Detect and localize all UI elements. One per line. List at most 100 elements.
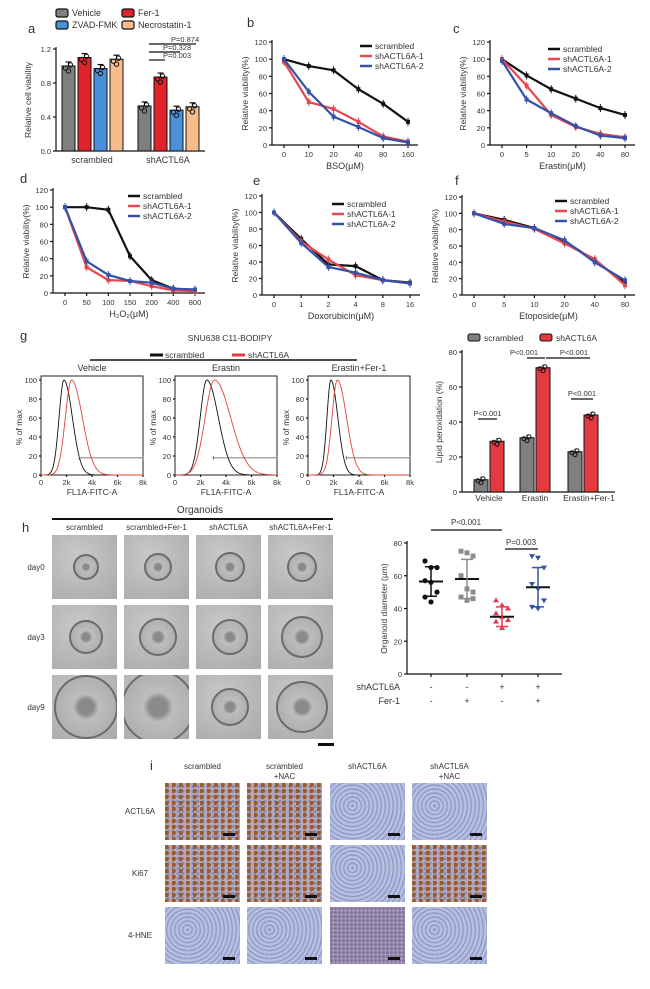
row-label: Fer-1 <box>378 696 400 706</box>
legend-swatch <box>55 8 69 18</box>
organoid-row-label: day0 <box>27 563 45 572</box>
organoid-image <box>268 675 333 739</box>
series-line <box>473 212 626 282</box>
data-point <box>189 109 196 115</box>
series-line <box>473 212 626 287</box>
bar <box>519 437 535 493</box>
data-point <box>113 61 120 67</box>
legend-label: Vehicle <box>72 8 101 18</box>
series-line <box>283 58 409 144</box>
y-tick-label: 80 <box>249 225 257 234</box>
y-tick-label: 60 <box>296 414 304 423</box>
y-tick-label: 80 <box>296 395 304 404</box>
y-axis-label: % of max <box>14 409 24 445</box>
organoids-bracket <box>52 518 333 520</box>
y-axis-label: % of max <box>148 409 158 445</box>
legend-label: scrambled <box>143 191 182 201</box>
data-point <box>529 554 535 560</box>
legend-label: scrambled <box>563 44 602 54</box>
x-tick-label: 100 <box>102 298 115 307</box>
condition-label: Erastin <box>212 363 240 373</box>
legend-label: shACTL6A-1 <box>347 209 396 219</box>
y-axis-label: Relative viability(%) <box>240 56 250 130</box>
p-value-label: P=0.003 <box>506 538 537 547</box>
x-tick-label: 40 <box>591 300 599 309</box>
y-tick-label: 20 <box>29 452 37 461</box>
data-point <box>428 599 434 605</box>
x-axis-label: FL1A-FITC-A <box>334 487 385 497</box>
x-tick-label: 20 <box>572 150 580 159</box>
histogram-title: SNU638 C11-BODIPY <box>188 333 273 343</box>
x-axis-label: Doxorubicin(μM) <box>308 311 374 321</box>
x-tick-label: 4k <box>88 478 96 487</box>
data-point <box>524 438 530 444</box>
legend-label: scrambled <box>165 350 204 360</box>
organoid-image <box>124 675 189 739</box>
data-point <box>464 550 470 556</box>
x-tick-label: 80 <box>621 300 629 309</box>
y-tick-label: 40 <box>29 433 37 442</box>
condition-label: Vehicle <box>77 363 106 373</box>
y-tick-label: 20 <box>259 124 267 133</box>
y-tick-label: 20 <box>40 272 48 281</box>
organoid-shape <box>281 616 323 658</box>
legend-label: shACTL6A-2 <box>570 216 619 226</box>
y-tick-label: 40 <box>477 107 485 116</box>
y-tick-label: 40 <box>249 258 257 267</box>
scale-bar <box>388 895 400 898</box>
panel-label-g: g <box>20 328 27 343</box>
x-tick-label: 200 <box>145 298 158 307</box>
panel-label-f: f <box>455 173 459 188</box>
x-tick-label: 10 <box>305 150 313 159</box>
y-tick-label: 40 <box>449 418 457 427</box>
x-tick-label: 5 <box>502 300 506 309</box>
treatment-sign: - <box>430 682 433 692</box>
histogram-curve-shACTL6A <box>174 379 278 476</box>
data-point <box>143 102 150 108</box>
data-point <box>191 103 198 109</box>
ihc-image <box>412 845 487 902</box>
data-point <box>458 548 464 554</box>
y-tick-label: 40 <box>449 258 457 267</box>
bar <box>61 65 76 152</box>
y-tick-label: 0 <box>453 291 457 300</box>
x-tick-label: 2 <box>326 300 330 309</box>
x-tick-label: 16 <box>406 300 414 309</box>
y-tick-label: 100 <box>24 376 37 385</box>
ihc-image <box>247 783 322 840</box>
data-point <box>83 53 90 60</box>
p-value-label: P<0.001 <box>451 518 482 527</box>
x-tick-label: 10 <box>547 150 555 159</box>
data-point <box>159 73 166 79</box>
scale-bar <box>223 895 235 898</box>
data-point <box>480 476 486 482</box>
data-point <box>186 106 193 112</box>
data-point <box>81 59 88 66</box>
data-point <box>499 625 505 631</box>
histogram-curve-scrambled <box>307 379 410 476</box>
legend-swatch <box>467 333 481 342</box>
data-point <box>542 364 548 370</box>
y-tick-label: 120 <box>254 38 267 47</box>
x-axis-label: FL1A-FITC-A <box>201 487 252 497</box>
x-tick-label: 8k <box>273 478 281 487</box>
y-tick-label: 100 <box>472 55 485 64</box>
x-tick-label: 0 <box>39 478 43 487</box>
panel-label-a: a <box>28 21 36 36</box>
data-point <box>458 594 464 600</box>
bar <box>109 58 124 152</box>
y-axis-label: Relative viability(%) <box>458 56 468 130</box>
scale-bar <box>388 957 400 960</box>
organoid-image <box>196 675 261 739</box>
organoid-row-label: day3 <box>27 633 45 642</box>
organoid-shape <box>276 681 328 733</box>
p-value-label: P=0.874 <box>171 35 199 44</box>
organoid-image <box>52 605 117 669</box>
organoid-column-label: scrambled+Fer-1 <box>126 523 187 532</box>
legend-label: shACTL6A-1 <box>570 206 619 216</box>
ihc-image <box>165 845 240 902</box>
y-tick-label: 20 <box>163 452 171 461</box>
x-tick-label: 40 <box>596 150 604 159</box>
ihc-column-label: shACTL6A +NAC <box>430 762 469 781</box>
legend-label: scrambled <box>570 196 609 206</box>
